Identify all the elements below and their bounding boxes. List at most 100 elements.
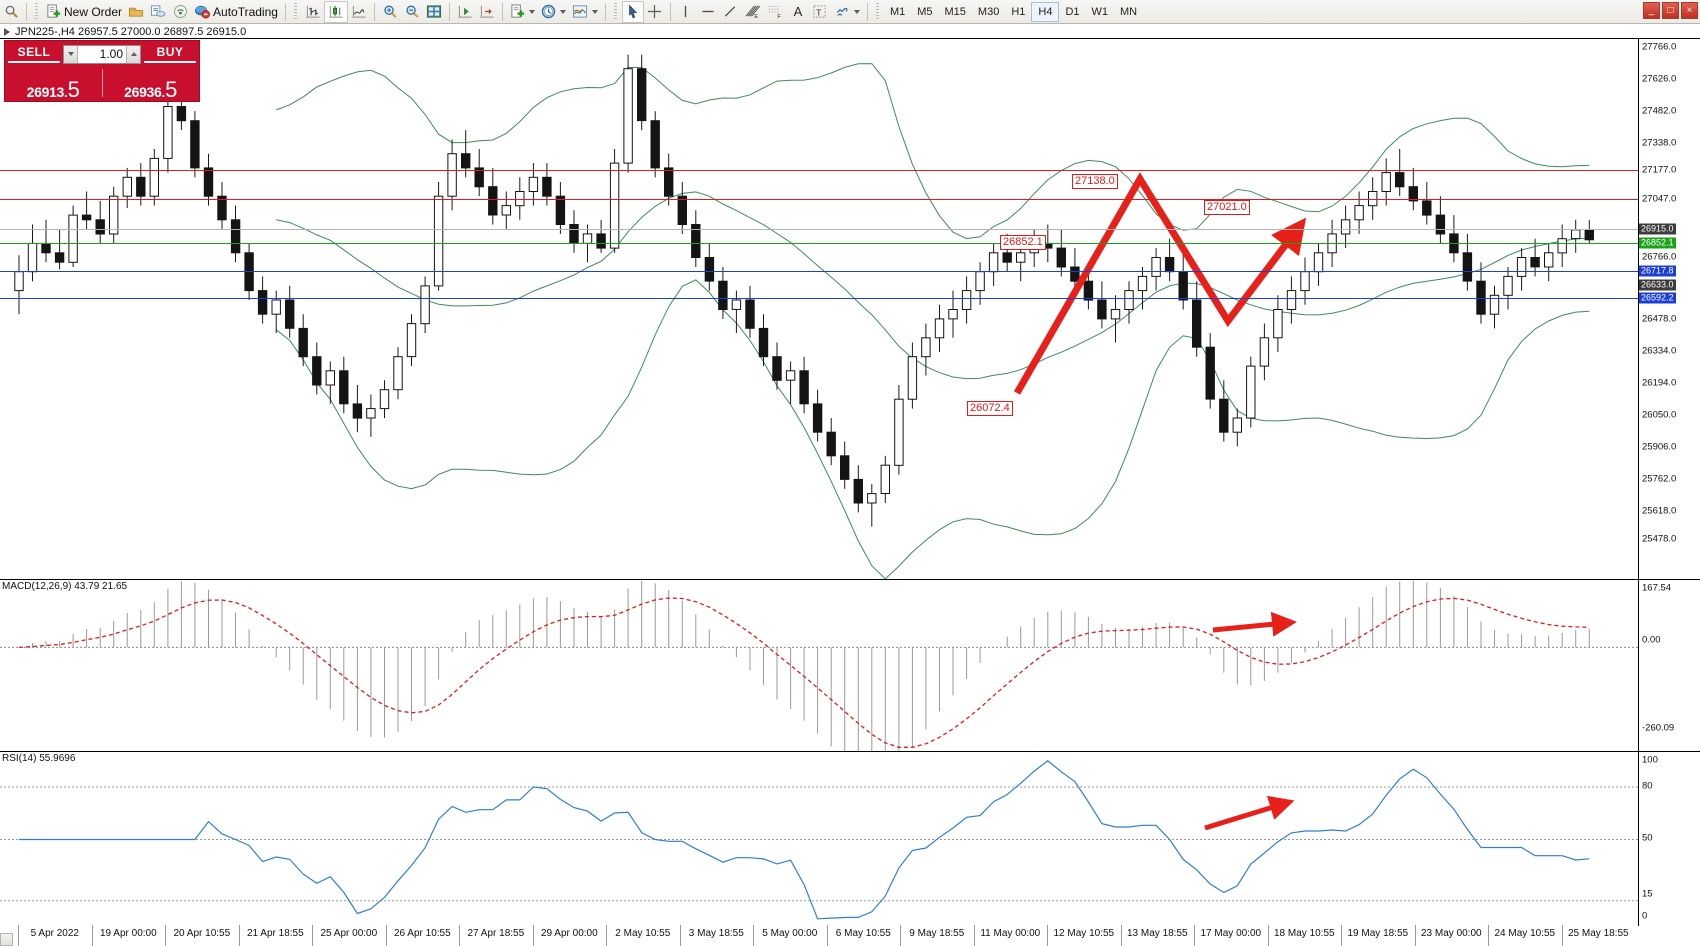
- network-icon[interactable]: [169, 1, 191, 23]
- text-label-icon[interactable]: T: [809, 1, 831, 23]
- price-plot[interactable]: 27138.0 27021.0 26852.1 26072.4: [0, 39, 1700, 579]
- horizontal-line-icon[interactable]: [697, 1, 719, 23]
- price-tick: 27338.0: [1642, 137, 1677, 149]
- toolbar-grip-4[interactable]: [873, 2, 882, 21]
- timeframe-m5[interactable]: M5: [917, 5, 933, 18]
- chevron-down-icon[interactable]: [528, 9, 535, 14]
- time-axis-label: 21 Apr 18:55: [246, 928, 304, 939]
- volume-increase-button[interactable]: [126, 45, 140, 63]
- buy-button[interactable]: BUY: [144, 45, 196, 63]
- time-axis-label: 11 May 00:00: [980, 928, 1041, 939]
- trendline-icon[interactable]: [719, 1, 741, 23]
- new-order-button[interactable]: New Order: [43, 1, 125, 23]
- hline-26717[interactable]: [0, 271, 1638, 272]
- rsi-pane[interactable]: RSI(14) 55.9696 100 80 50 15 0: [0, 751, 1700, 926]
- time-axis-label: 26 Apr 10:55: [393, 928, 451, 939]
- channel-icon[interactable]: F: [764, 1, 787, 23]
- hline-26852[interactable]: [0, 243, 1638, 244]
- folder-icon[interactable]: [125, 1, 147, 23]
- time-axis-separator: [1194, 925, 1195, 946]
- minimize-button[interactable]: _: [1643, 2, 1660, 19]
- timeframe-m1[interactable]: M1: [889, 5, 906, 18]
- shapes-icon[interactable]: [831, 1, 863, 23]
- indicators-icon[interactable]: [507, 1, 538, 23]
- chart-shift-icon[interactable]: [454, 1, 476, 23]
- timeframe-w1[interactable]: W1: [1091, 5, 1109, 18]
- price-scale[interactable]: 27766.0 27626.0 27482.0 27338.0 27177.0 …: [1638, 39, 1700, 579]
- octp-divider: [101, 69, 103, 97]
- scrollbar-corner[interactable]: [0, 933, 13, 946]
- maximize-button[interactable]: □: [1662, 2, 1679, 19]
- crosshair-icon[interactable]: [644, 1, 666, 23]
- time-axis-label: 25 May 18:55: [1567, 928, 1629, 939]
- time-axis-label: 23 May 00:00: [1420, 928, 1482, 939]
- hline-27177[interactable]: [0, 170, 1638, 171]
- publisher-icon[interactable]: [147, 1, 169, 23]
- main-toolbar: New Order AutoTrading: [0, 0, 1700, 24]
- zoom-in-icon[interactable]: [379, 1, 401, 23]
- text-icon[interactable]: A: [793, 4, 803, 19]
- time-axis-separator: [238, 925, 240, 946]
- projection-zigzag-drawing[interactable]: [0, 39, 1638, 579]
- collapse-triangle-icon[interactable]: [4, 27, 10, 36]
- tile-windows-icon[interactable]: [423, 1, 445, 23]
- line-chart-icon[interactable]: [348, 1, 370, 23]
- timeframe-d1[interactable]: D1: [1065, 5, 1080, 18]
- time-axis-separator: [826, 925, 828, 946]
- buy-price[interactable]: 26936 . 5: [103, 65, 200, 101]
- buy-price-int: 26936: [124, 84, 162, 100]
- one-click-trading-panel[interactable]: SELL 1.00 BUY 26913 . 5 26936 . 5: [4, 40, 200, 102]
- chevron-down-icon-4[interactable]: [853, 9, 860, 14]
- periods-icon[interactable]: [538, 1, 569, 23]
- time-axis-separator: [1341, 925, 1342, 946]
- autotrading-button[interactable]: AutoTrading: [191, 1, 281, 23]
- annotation-26072[interactable]: 26072.4: [967, 401, 1013, 416]
- time-axis-label: 20 Apr 10:55: [173, 928, 231, 939]
- candlestick-chart-icon[interactable]: [323, 0, 348, 23]
- templates-icon[interactable]: [569, 1, 601, 23]
- sell-button[interactable]: SELL: [8, 45, 60, 63]
- sell-price[interactable]: 26913 . 5: [5, 65, 102, 101]
- timeframe-h1[interactable]: H1: [1011, 5, 1026, 18]
- macd-trend-arrow-drawing[interactable]: [0, 580, 1638, 751]
- cursor-icon[interactable]: [621, 0, 644, 23]
- macd-plot[interactable]: [0, 580, 1700, 751]
- time-axis[interactable]: 5 Apr 2022 19 Apr 00:00 20 Apr 10:55 21 Apr…: [0, 925, 1700, 946]
- time-axis-label: 27 Apr 18:55: [467, 928, 525, 939]
- time-axis-separator: [165, 925, 166, 946]
- macd-tick: 167.54: [1642, 582, 1672, 594]
- timeframe-m15[interactable]: M15: [944, 5, 966, 18]
- volume-input[interactable]: 1.00: [99, 46, 123, 61]
- magnifier-icon[interactable]: [0, 1, 22, 23]
- price-pane[interactable]: 27138.0 27021.0 26852.1 26072.4 27766.0 …: [0, 39, 1700, 579]
- price-tick: 26478.0: [1642, 313, 1677, 325]
- annotation-27138[interactable]: 27138.0: [1072, 174, 1118, 189]
- vertical-line-icon[interactable]: [675, 1, 697, 23]
- toolbar-grip-3[interactable]: [611, 2, 620, 21]
- rsi-scale[interactable]: 100 80 50 15 0: [1638, 752, 1700, 926]
- toolbar-grip[interactable]: [33, 2, 41, 21]
- toolbar-grip-2[interactable]: [291, 2, 300, 21]
- zoom-out-icon[interactable]: [401, 1, 423, 23]
- price-tick: 26194.0: [1642, 377, 1677, 389]
- price-tag-green: 26852.1: [1639, 237, 1676, 249]
- bar-chart-icon[interactable]: [302, 1, 324, 23]
- macd-pane[interactable]: MACD(12,26,9) 43.79 21.65 167.54 0.00 -2…: [0, 579, 1700, 751]
- volume-stepper[interactable]: 1.00: [63, 44, 141, 64]
- macd-scale[interactable]: 167.54 0.00 -260.09: [1638, 580, 1700, 751]
- close-button[interactable]: ×: [1681, 2, 1698, 19]
- rsi-plot[interactable]: [0, 752, 1700, 926]
- annotation-27021[interactable]: 27021.0: [1204, 200, 1250, 215]
- volume-decrease-button[interactable]: [64, 45, 78, 63]
- hline-27047[interactable]: [0, 199, 1638, 200]
- timeframe-h4[interactable]: H4: [1031, 1, 1060, 22]
- hline-26592[interactable]: [0, 298, 1638, 299]
- rsi-trend-arrow-drawing[interactable]: [0, 752, 1638, 926]
- chevron-down-icon-2[interactable]: [559, 9, 566, 14]
- timeframe-m30[interactable]: M30: [977, 5, 1000, 18]
- fibonacci-icon[interactable]: E: [741, 1, 764, 23]
- timeframe-mn[interactable]: MN: [1120, 5, 1138, 18]
- annotation-26852[interactable]: 26852.1: [1000, 235, 1046, 250]
- auto-scroll-icon[interactable]: [476, 1, 498, 23]
- chevron-down-icon-3[interactable]: [591, 9, 598, 14]
